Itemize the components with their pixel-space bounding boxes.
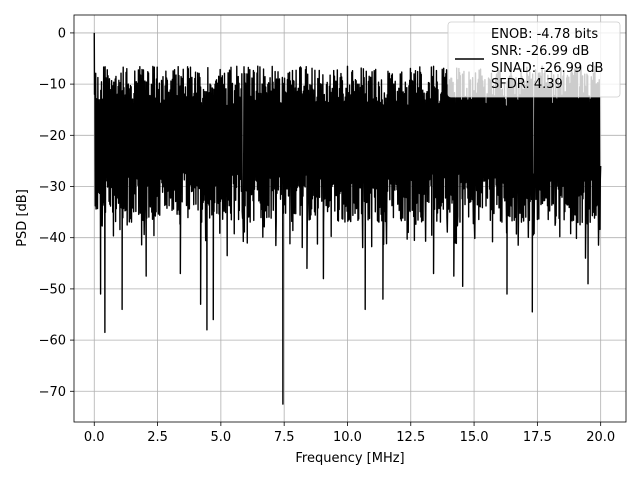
x-tick-label: 7.5 [274, 430, 295, 445]
x-tick-label: 0.0 [84, 430, 105, 445]
x-tick-label: 15.0 [460, 430, 489, 445]
legend-line-sfdr: SFDR: 4.39 [491, 77, 563, 92]
y-tick-label: −50 [39, 282, 66, 297]
axes-frame [73, 14, 627, 423]
x-tick-label: 20.0 [586, 430, 615, 445]
legend-box [447, 21, 621, 98]
x-tick-label: 12.5 [396, 430, 425, 445]
x-tick-label: 10.0 [333, 430, 362, 445]
y-tick-label: 0 [58, 26, 66, 41]
x-tick-label: 2.5 [147, 430, 168, 445]
x-axis-label: Frequency [MHz] [295, 451, 404, 466]
legend-line-enob: ENOB: -4.78 bits [491, 27, 598, 42]
plot-area [93, 32, 602, 405]
y-tick-label: −70 [39, 385, 66, 400]
x-tick-label: 17.5 [523, 430, 552, 445]
y-tick-label: −20 [39, 129, 66, 144]
y-axis-label: PSD [dB] [15, 189, 30, 247]
legend: ENOB: -4.78 bits SNR: -26.99 dB SINAD: -… [447, 21, 621, 98]
y-tick-label: −10 [39, 78, 66, 93]
y-tick-label: −60 [39, 334, 66, 349]
y-tick-label: −40 [39, 231, 66, 246]
x-tick-label: 5.0 [211, 430, 232, 445]
legend-line-sinad: SINAD: -26.99 dB [491, 61, 603, 76]
legend-line-snr: SNR: -26.99 dB [491, 44, 589, 59]
psd-series-line [93, 32, 602, 405]
y-axis-ticks: 0 −10 −20 −30 −40 −50 −60 −70 [39, 26, 74, 400]
y-tick-label: −30 [39, 180, 66, 195]
x-axis-ticks: 0.0 2.5 5.0 7.5 10.0 12.5 15.0 17.5 20.0 [84, 422, 615, 445]
